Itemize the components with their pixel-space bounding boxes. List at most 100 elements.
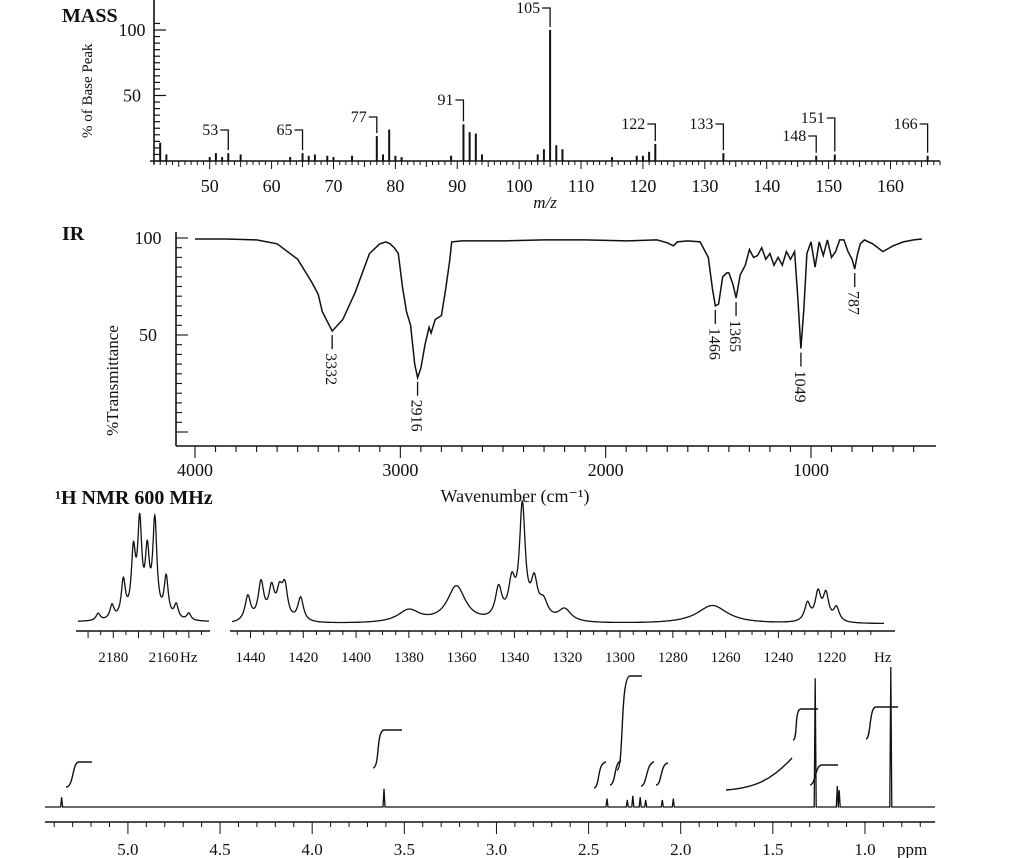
nmr-inset-b-unit: Hz <box>874 650 892 666</box>
ir-x-tick-label: 3000 <box>382 460 418 480</box>
mass-annotation-line <box>826 117 836 152</box>
ir-x-tick-label: 2000 <box>588 460 624 480</box>
ir-annotation-label: 2916 <box>408 400 425 432</box>
nmr-inset-a-tick-label: 2160 <box>149 650 179 666</box>
nmr-inset-a-line <box>78 512 209 622</box>
ir-y-tick-label: 100 <box>135 228 162 248</box>
mass-x-tick-label: 70 <box>324 176 342 196</box>
mass-annotation-label: 91 <box>437 92 453 109</box>
integral-3.61 <box>372 729 402 769</box>
mass-panel: MASS % of Base Peak 100 50 50 60 70 80 90 100 1… <box>62 0 941 212</box>
ir-annotation-label: 1365 <box>726 320 743 352</box>
nmr-inset-b-tick-label: 1360 <box>447 650 477 666</box>
mass-x-tick-label: 110 <box>568 176 594 196</box>
mass-annotation-line <box>294 129 304 151</box>
mass-annotation-line <box>808 135 817 153</box>
mass-annotation-label: 53 <box>202 122 218 139</box>
integral-1.15 <box>809 764 838 786</box>
integral-2.04 <box>655 762 669 786</box>
mass-x-tick-label: 90 <box>448 176 466 196</box>
nmr-main-spectrum-line <box>45 666 935 808</box>
mass-x-tick-label: 130 <box>691 176 718 196</box>
nmr-integral-traces <box>65 675 898 791</box>
nmr-main-tick-label: 1.5 <box>762 840 783 858</box>
nmr-main-unit: ppm <box>897 840 927 858</box>
mass-annotation-label: 105 <box>516 0 540 17</box>
nmr-inset-b-tick-label: 1420 <box>288 650 318 666</box>
ir-x-label: Wavenumber (cm⁻¹) <box>441 486 590 507</box>
integral-2.10 <box>640 761 655 787</box>
mass-annotation-label: 151 <box>801 110 825 127</box>
ir-title: IR <box>62 223 85 245</box>
nmr-main-tick-label: 2.0 <box>670 840 691 858</box>
nmr-inset-b-tick-label: 1280 <box>658 650 688 666</box>
ir-spectrum-line <box>195 238 922 381</box>
nmr-main-tick-label: 3.0 <box>486 840 507 858</box>
integral-2.22 <box>616 675 642 771</box>
nmr-title: ¹H NMR 600 MHz <box>55 487 213 509</box>
mass-annotation-label: 65 <box>277 122 293 139</box>
nmr-inset-a: 2180 2160 Hz <box>76 512 210 666</box>
mass-x-tick-label: 80 <box>386 176 404 196</box>
mass-x-tick-label: 120 <box>629 176 656 196</box>
ir-annotation-label: 1466 <box>705 328 722 360</box>
mass-x-tick-label: 60 <box>263 176 281 196</box>
integral-1.27 <box>792 708 818 741</box>
integral-2.40 <box>593 761 607 789</box>
mass-y-label: % of Base Peak <box>80 43 96 138</box>
nmr-inset-b-tick-label: 1240 <box>763 650 793 666</box>
nmr-main-tick-label: 4.0 <box>302 840 323 858</box>
ir-annotation-label: 1049 <box>791 371 808 403</box>
mass-annotation-label: 77 <box>351 109 367 126</box>
mass-annotation-line <box>715 123 725 151</box>
integral-1.50 <box>725 757 793 791</box>
mass-x-tick-label: 140 <box>753 176 780 196</box>
integral-5.36 <box>65 761 92 788</box>
nmr-main-tick-label: 5.0 <box>117 840 138 858</box>
nmr-inset-b-tick-label: 1220 <box>816 650 846 666</box>
nmr-panel: ¹H NMR 600 MHz 2180 2160 Hz 1440 1420 1400 1… <box>45 487 935 858</box>
mass-annotation-line <box>368 116 378 134</box>
mass-y-tick-label: 100 <box>119 20 146 40</box>
nmr-inset-b-tick-label: 1300 <box>605 650 635 666</box>
mass-annotation-label: 148 <box>782 128 806 145</box>
mass-annotation-label: 122 <box>621 116 645 133</box>
mass-x-tick-label: 160 <box>877 176 904 196</box>
nmr-inset-a-unit: Hz <box>180 650 198 666</box>
mass-annotation-line <box>647 123 656 141</box>
integral-0.86 <box>865 706 898 740</box>
ir-x-tick-label: 4000 <box>177 460 213 480</box>
mass-x-label: m/z <box>533 193 557 212</box>
nmr-inset-b-tick-label: 1340 <box>499 650 529 666</box>
ir-panel: IR %Transmittance 100 50 4000 3000 2000 1000… <box>62 223 936 507</box>
mass-x-tick-label: 150 <box>815 176 842 196</box>
mass-annotation-line <box>919 123 929 153</box>
mass-annotation-line <box>542 7 551 27</box>
nmr-inset-b-tick-label: 1440 <box>235 650 265 666</box>
mass-annotation-label: 166 <box>894 116 918 133</box>
mass-annotation-line <box>220 129 229 151</box>
mass-annotation-line <box>455 99 465 122</box>
nmr-inset-b-tick-label: 1260 <box>711 650 741 666</box>
nmr-main-tick-label: 3.5 <box>394 840 415 858</box>
ir-annotation-label: 787 <box>845 291 862 315</box>
ir-y-label: %Transmittance <box>103 325 122 436</box>
mass-title: MASS <box>62 5 118 27</box>
nmr-inset-b-tick-label: 1380 <box>394 650 424 666</box>
nmr-inset-b-tick-label: 1320 <box>552 650 582 666</box>
nmr-inset-b-line <box>231 500 884 625</box>
mass-y-tick-label: 50 <box>123 86 141 106</box>
mass-annotation-label: 133 <box>689 116 713 133</box>
mass-x-tick-label: 100 <box>506 176 533 196</box>
nmr-inset-b-tick-label: 1400 <box>341 650 371 666</box>
nmr-inset-a-tick-label: 2180 <box>98 650 128 666</box>
mass-x-tick-label: 50 <box>201 176 219 196</box>
ir-y-tick-label: 50 <box>139 325 157 345</box>
nmr-inset-b: 1440 1420 1400 1380 1360 1340 1320 1300 1280 1260… <box>230 500 895 666</box>
ir-annotation-label: 3332 <box>322 353 339 385</box>
ir-x-tick-label: 1000 <box>793 460 829 480</box>
nmr-main-tick-label: 1.0 <box>854 840 875 858</box>
nmr-main-tick-label: 4.5 <box>209 840 230 858</box>
nmr-main-tick-label: 2.5 <box>578 840 599 858</box>
